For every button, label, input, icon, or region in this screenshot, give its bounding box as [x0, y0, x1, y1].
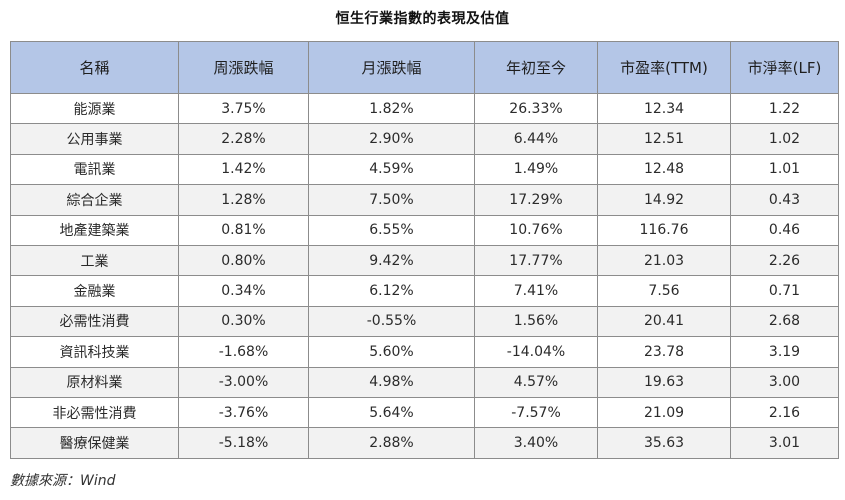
cell-pe-ttm: 21.09	[597, 396, 731, 429]
cell-sector-name: 資訊科技業	[10, 336, 179, 368]
cell-weekly-change: 0.80%	[178, 244, 309, 277]
cell-pe-ttm: 23.78	[597, 336, 731, 368]
table-row: 必需性消費 0.30% -0.55% 1.56% 20.41 2.68	[10, 305, 839, 338]
table-row: 綜合企業 1.28% 7.50% 17.29% 14.92 0.43	[10, 184, 839, 216]
cell-pe-ttm: 20.41	[597, 305, 731, 338]
cell-weekly-change: -3.00%	[178, 366, 309, 398]
cell-ytd: 17.29%	[474, 184, 598, 216]
cell-weekly-change: 2.28%	[178, 123, 309, 155]
cell-monthly-change: 2.90%	[308, 123, 475, 155]
table-row: 電訊業 1.42% 4.59% 1.49% 12.48 1.01	[10, 153, 839, 186]
cell-weekly-change: 1.28%	[178, 184, 309, 216]
column-header-name: 名稱	[10, 41, 179, 94]
cell-ytd: 10.76%	[474, 214, 598, 246]
cell-pe-ttm: 12.51	[597, 123, 731, 155]
cell-pb-lf: 3.19	[730, 336, 839, 368]
cell-weekly-change: 0.30%	[178, 305, 309, 338]
cell-monthly-change: 4.98%	[308, 366, 475, 398]
cell-ytd: 1.49%	[474, 153, 598, 186]
cell-ytd: 6.44%	[474, 123, 598, 155]
cell-pe-ttm: 19.63	[597, 366, 731, 398]
cell-ytd: 26.33%	[474, 92, 598, 125]
table-row: 資訊科技業 -1.68% 5.60% -14.04% 23.78 3.19	[10, 336, 839, 368]
cell-ytd: -14.04%	[474, 336, 598, 368]
cell-ytd: -7.57%	[474, 396, 598, 429]
cell-ytd: 7.41%	[474, 275, 598, 307]
table-row: 能源業 3.75% 1.82% 26.33% 12.34 1.22	[10, 92, 839, 125]
cell-pb-lf: 2.16	[730, 396, 839, 429]
cell-weekly-change: -1.68%	[178, 336, 309, 368]
cell-monthly-change: 9.42%	[308, 244, 475, 277]
column-header-pe-ttm: 市盈率(TTM)	[597, 41, 731, 94]
table-row: 非必需性消費 -3.76% 5.64% -7.57% 21.09 2.16	[10, 396, 839, 429]
cell-pb-lf: 2.26	[730, 244, 839, 277]
cell-sector-name: 金融業	[10, 275, 179, 307]
cell-pb-lf: 0.71	[730, 275, 839, 307]
data-source-note: 數據來源：Wind	[10, 473, 116, 489]
cell-monthly-change: 5.64%	[308, 396, 475, 429]
cell-ytd: 3.40%	[474, 427, 598, 459]
header-row: 名稱 周漲跌幅 月漲跌幅 年初至今 市盈率(TTM) 市淨率(LF)	[10, 41, 839, 94]
cell-monthly-change: 7.50%	[308, 184, 475, 216]
cell-ytd: 4.57%	[474, 366, 598, 398]
column-header-monthly-change: 月漲跌幅	[308, 41, 475, 94]
cell-weekly-change: 0.81%	[178, 214, 309, 246]
cell-ytd: 17.77%	[474, 244, 598, 277]
cell-sector-name: 醫療保健業	[10, 427, 179, 459]
column-header-ytd: 年初至今	[474, 41, 598, 94]
cell-sector-name: 原材料業	[10, 366, 179, 398]
cell-weekly-change: -5.18%	[178, 427, 309, 459]
cell-pe-ttm: 21.03	[597, 244, 731, 277]
cell-weekly-change: 3.75%	[178, 92, 309, 125]
cell-weekly-change: 1.42%	[178, 153, 309, 186]
column-header-pb-lf: 市淨率(LF)	[730, 41, 839, 94]
cell-pe-ttm: 35.63	[597, 427, 731, 459]
cell-monthly-change: 6.12%	[308, 275, 475, 307]
sector-index-table: 名稱 周漲跌幅 月漲跌幅 年初至今 市盈率(TTM) 市淨率(LF) 能源業 3…	[10, 41, 839, 459]
cell-pe-ttm: 12.34	[597, 92, 731, 125]
cell-pe-ttm: 116.76	[597, 214, 731, 246]
column-header-weekly-change: 周漲跌幅	[178, 41, 309, 94]
cell-pe-ttm: 12.48	[597, 153, 731, 186]
cell-weekly-change: 0.34%	[178, 275, 309, 307]
cell-monthly-change: 4.59%	[308, 153, 475, 186]
table-row: 地產建築業 0.81% 6.55% 10.76% 116.76 0.46	[10, 214, 839, 246]
cell-monthly-change: 1.82%	[308, 92, 475, 125]
cell-sector-name: 非必需性消費	[10, 396, 179, 429]
table-row: 金融業 0.34% 6.12% 7.41% 7.56 0.71	[10, 275, 839, 307]
cell-pb-lf: 0.46	[730, 214, 839, 246]
cell-sector-name: 能源業	[10, 92, 179, 125]
cell-sector-name: 電訊業	[10, 153, 179, 186]
cell-ytd: 1.56%	[474, 305, 598, 338]
cell-pe-ttm: 14.92	[597, 184, 731, 216]
table-row: 工業 0.80% 9.42% 17.77% 21.03 2.26	[10, 244, 839, 277]
cell-monthly-change: 2.88%	[308, 427, 475, 459]
cell-monthly-change: 6.55%	[308, 214, 475, 246]
cell-pe-ttm: 7.56	[597, 275, 731, 307]
table-row: 醫療保健業 -5.18% 2.88% 3.40% 35.63 3.01	[10, 427, 839, 459]
table-row: 公用事業 2.28% 2.90% 6.44% 12.51 1.02	[10, 123, 839, 155]
table-row: 原材料業 -3.00% 4.98% 4.57% 19.63 3.00	[10, 366, 839, 398]
cell-pb-lf: 1.02	[730, 123, 839, 155]
table-title: 恒生行業指數的表現及估值	[335, 11, 510, 27]
cell-sector-name: 工業	[10, 244, 179, 277]
cell-pb-lf: 0.43	[730, 184, 839, 216]
cell-sector-name: 綜合企業	[10, 184, 179, 216]
cell-monthly-change: -0.55%	[308, 305, 475, 338]
cell-pb-lf: 1.22	[730, 92, 839, 125]
cell-sector-name: 地產建築業	[10, 214, 179, 246]
cell-pb-lf: 1.01	[730, 153, 839, 186]
cell-sector-name: 必需性消費	[10, 305, 179, 338]
cell-monthly-change: 5.60%	[308, 336, 475, 368]
cell-weekly-change: -3.76%	[178, 396, 309, 429]
cell-pb-lf: 3.01	[730, 427, 839, 459]
cell-sector-name: 公用事業	[10, 123, 179, 155]
cell-pb-lf: 3.00	[730, 366, 839, 398]
cell-pb-lf: 2.68	[730, 305, 839, 338]
